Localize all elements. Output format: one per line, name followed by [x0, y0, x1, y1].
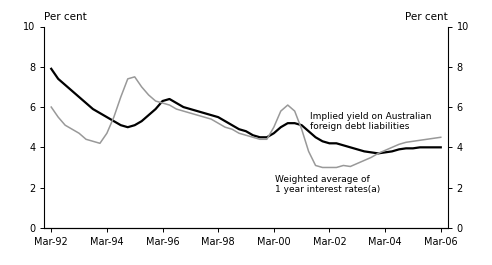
Text: Weighted average of
1 year interest rates(a): Weighted average of 1 year interest rate…: [275, 175, 380, 194]
Text: Per cent: Per cent: [405, 12, 448, 23]
Text: Per cent: Per cent: [44, 12, 87, 23]
Text: Implied yield on Australian
foreign debt liabilities: Implied yield on Australian foreign debt…: [310, 112, 431, 131]
